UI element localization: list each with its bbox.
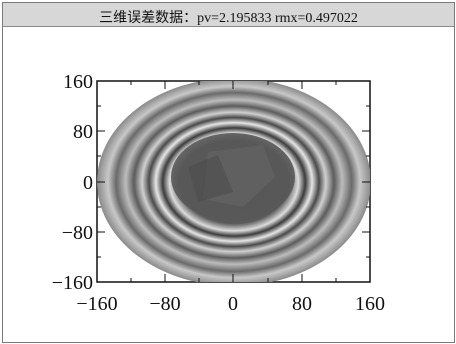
x-tick-label: 160 (355, 293, 385, 315)
y-axis-ticks (97, 80, 370, 283)
y-tick-label: 0 (83, 172, 93, 194)
x-axis-ticks (96, 81, 371, 282)
x-tick-label: −160 (76, 293, 117, 315)
x-tick-label: 0 (228, 293, 238, 315)
y-tick-label: 80 (73, 121, 93, 143)
y-tick-label: −80 (62, 222, 93, 244)
surface-map (97, 81, 370, 282)
x-tick-label: −80 (149, 293, 180, 315)
y-tick-label: −160 (52, 272, 93, 294)
x-tick-label: 80 (292, 293, 312, 315)
window-title: 三维误差数据：pv=2.195833 rmx=0.497022 (99, 11, 358, 26)
error-map-plot: 160 80 0 −80 −160 −160 −80 0 80 160 (52, 71, 385, 315)
inner-facet-2 (188, 155, 233, 202)
y-tick-label: 160 (63, 71, 93, 93)
title-bar: 三维误差数据：pv=2.195833 rmx=0.497022 (3, 3, 454, 27)
